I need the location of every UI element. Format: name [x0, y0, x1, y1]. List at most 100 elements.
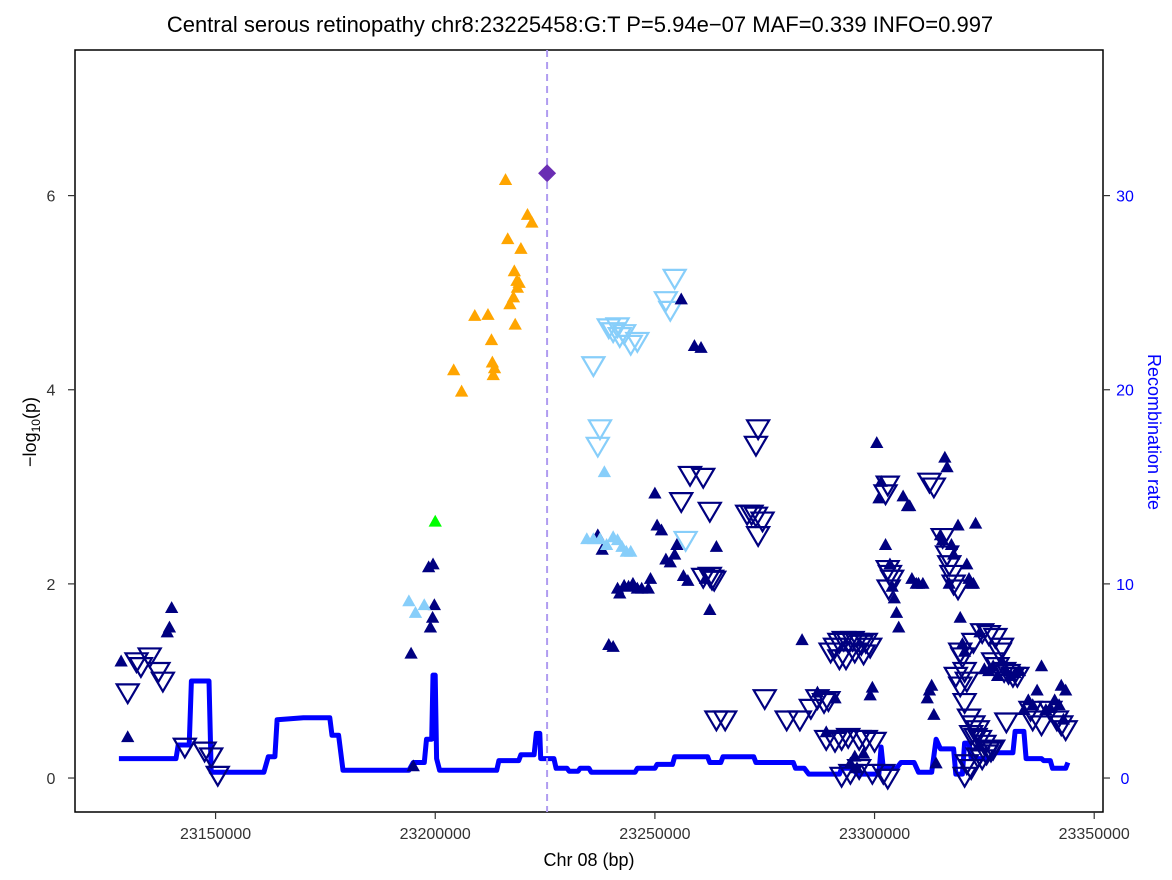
snp-point-up-navy: [694, 341, 708, 353]
snp-point-up-navy: [986, 659, 1000, 672]
y-axis-right-title: Recombination rate: [1144, 354, 1164, 510]
snp-point-up-navy: [990, 669, 1005, 682]
snp-point-down-lightblue: [624, 331, 651, 354]
snp-point-down-navy: [951, 766, 978, 789]
snp-point-up-navy: [709, 539, 724, 552]
snp-point-up-navy: [940, 460, 954, 473]
snp-point-down-navy: [1019, 710, 1046, 733]
plot-panel: [74, 49, 1104, 813]
snp-point-up-navy: [946, 547, 961, 560]
snp-point-up-navy: [654, 523, 669, 536]
snp-point-up-navy: [1056, 712, 1071, 725]
snp-point-up-orange: [468, 308, 482, 321]
snp-point-up-navy: [883, 557, 897, 570]
x-tick-label: 23200000: [400, 826, 471, 843]
snp-point-up-navy: [643, 572, 658, 584]
snp-point-down-navy: [953, 754, 980, 777]
snp-point-down-lightblue: [580, 356, 607, 379]
snp-point-up-lightblue: [624, 544, 638, 557]
snp-point-up-navy: [955, 637, 970, 649]
snp-point-up-navy: [423, 620, 438, 633]
x-tick-label: 23350000: [1059, 826, 1130, 843]
snp-point-up-navy: [938, 450, 952, 463]
snp-point-up-navy: [670, 538, 684, 550]
snp-point-down-navy: [973, 744, 1000, 767]
snp-point-down-navy: [958, 758, 985, 781]
y2-tick-label: 0: [1121, 771, 1130, 788]
snp-point-up-navy: [872, 491, 886, 504]
snp-point-up-navy: [404, 646, 418, 659]
snp-point-up-navy: [916, 576, 930, 589]
snp-point-down-navy: [822, 637, 848, 660]
y-tick-label: 4: [47, 383, 56, 400]
snp-point-up-navy: [887, 591, 901, 604]
snp-point-up-navy: [920, 691, 934, 704]
snp-point-down-lightblue: [611, 324, 638, 347]
snp-point-down-navy: [751, 689, 778, 712]
snp-point-down-navy: [114, 683, 141, 706]
snp-point-down-navy: [916, 472, 943, 495]
snp-point-up-navy: [889, 606, 904, 618]
snp-point-up-lightblue: [593, 532, 607, 545]
snp-point-up-green: [428, 514, 442, 527]
snp-point-up-navy: [114, 654, 128, 667]
snp-point-up-navy: [944, 538, 959, 550]
snp-point-up-navy: [957, 644, 972, 657]
snp-point-up-navy: [613, 586, 627, 599]
snp-point-up-orange: [507, 264, 521, 277]
snp-point-up-navy: [953, 610, 967, 623]
snp-point-down-navy: [993, 712, 1020, 735]
snp-point-up-navy: [856, 746, 871, 759]
snp-point-down-lightblue: [661, 268, 688, 291]
snp-point-down-navy: [136, 647, 163, 670]
snp-point-up-orange: [510, 280, 525, 293]
snp-point-down-navy: [962, 727, 989, 750]
snp-point-down-navy: [1048, 715, 1075, 738]
y-axis-left-title-subscript: 10: [29, 419, 43, 433]
x-tick-label: 23150000: [180, 826, 251, 843]
snp-point-up-navy: [942, 576, 956, 589]
snp-point-up-orange: [520, 208, 535, 220]
x-tick-label: 23300000: [839, 826, 910, 843]
snp-point-up-navy: [703, 603, 717, 615]
snp-point-down-navy: [945, 579, 971, 602]
snp-point-down-navy: [786, 710, 813, 733]
snp-point-up-navy: [973, 625, 987, 638]
x-tick-label: 23250000: [619, 826, 690, 843]
snp-point-down-lightblue: [672, 530, 699, 553]
y-tick-label: 6: [47, 189, 56, 206]
snp-point-up-navy: [995, 654, 1009, 667]
snp-point-up-navy: [925, 678, 939, 691]
snp-point-down-navy: [149, 671, 176, 694]
snp-point-up-navy: [960, 557, 974, 570]
snp-point-down-navy: [191, 741, 218, 764]
snp-point-up-navy: [648, 486, 662, 499]
snp-point-up-lightblue: [599, 538, 614, 550]
snp-point-down-navy: [947, 676, 974, 699]
snp-point-up-navy: [1054, 678, 1068, 691]
snp-point-up-orange: [481, 308, 495, 320]
snp-point-down-navy: [743, 435, 769, 458]
lead-variant-point: [538, 164, 557, 183]
snp-point-up-navy: [863, 688, 877, 701]
snp-point-up-navy: [406, 759, 420, 772]
snp-point-down-lightblue: [584, 436, 611, 459]
snp-point-down-navy: [852, 729, 879, 752]
snp-point-up-orange: [501, 232, 515, 245]
snp-point-up-navy: [843, 756, 858, 769]
snp-point-up-orange: [447, 363, 461, 376]
snp-point-up-navy: [1052, 698, 1066, 711]
snp-point-up-navy: [681, 573, 695, 586]
snp-point-down-lightblue: [657, 300, 684, 323]
snp-point-up-orange: [486, 368, 500, 381]
snp-point-down-navy: [712, 710, 739, 733]
snp-point-down-navy: [960, 632, 987, 655]
snp-point-down-navy: [743, 506, 769, 529]
y2-tick-label: 20: [1116, 383, 1134, 400]
snp-point-down-navy: [857, 637, 884, 660]
snp-point-down-navy: [951, 692, 978, 715]
snp-point-down-navy: [828, 729, 855, 752]
snp-point-down-navy: [850, 644, 877, 667]
snp-point-up-navy: [850, 761, 864, 774]
